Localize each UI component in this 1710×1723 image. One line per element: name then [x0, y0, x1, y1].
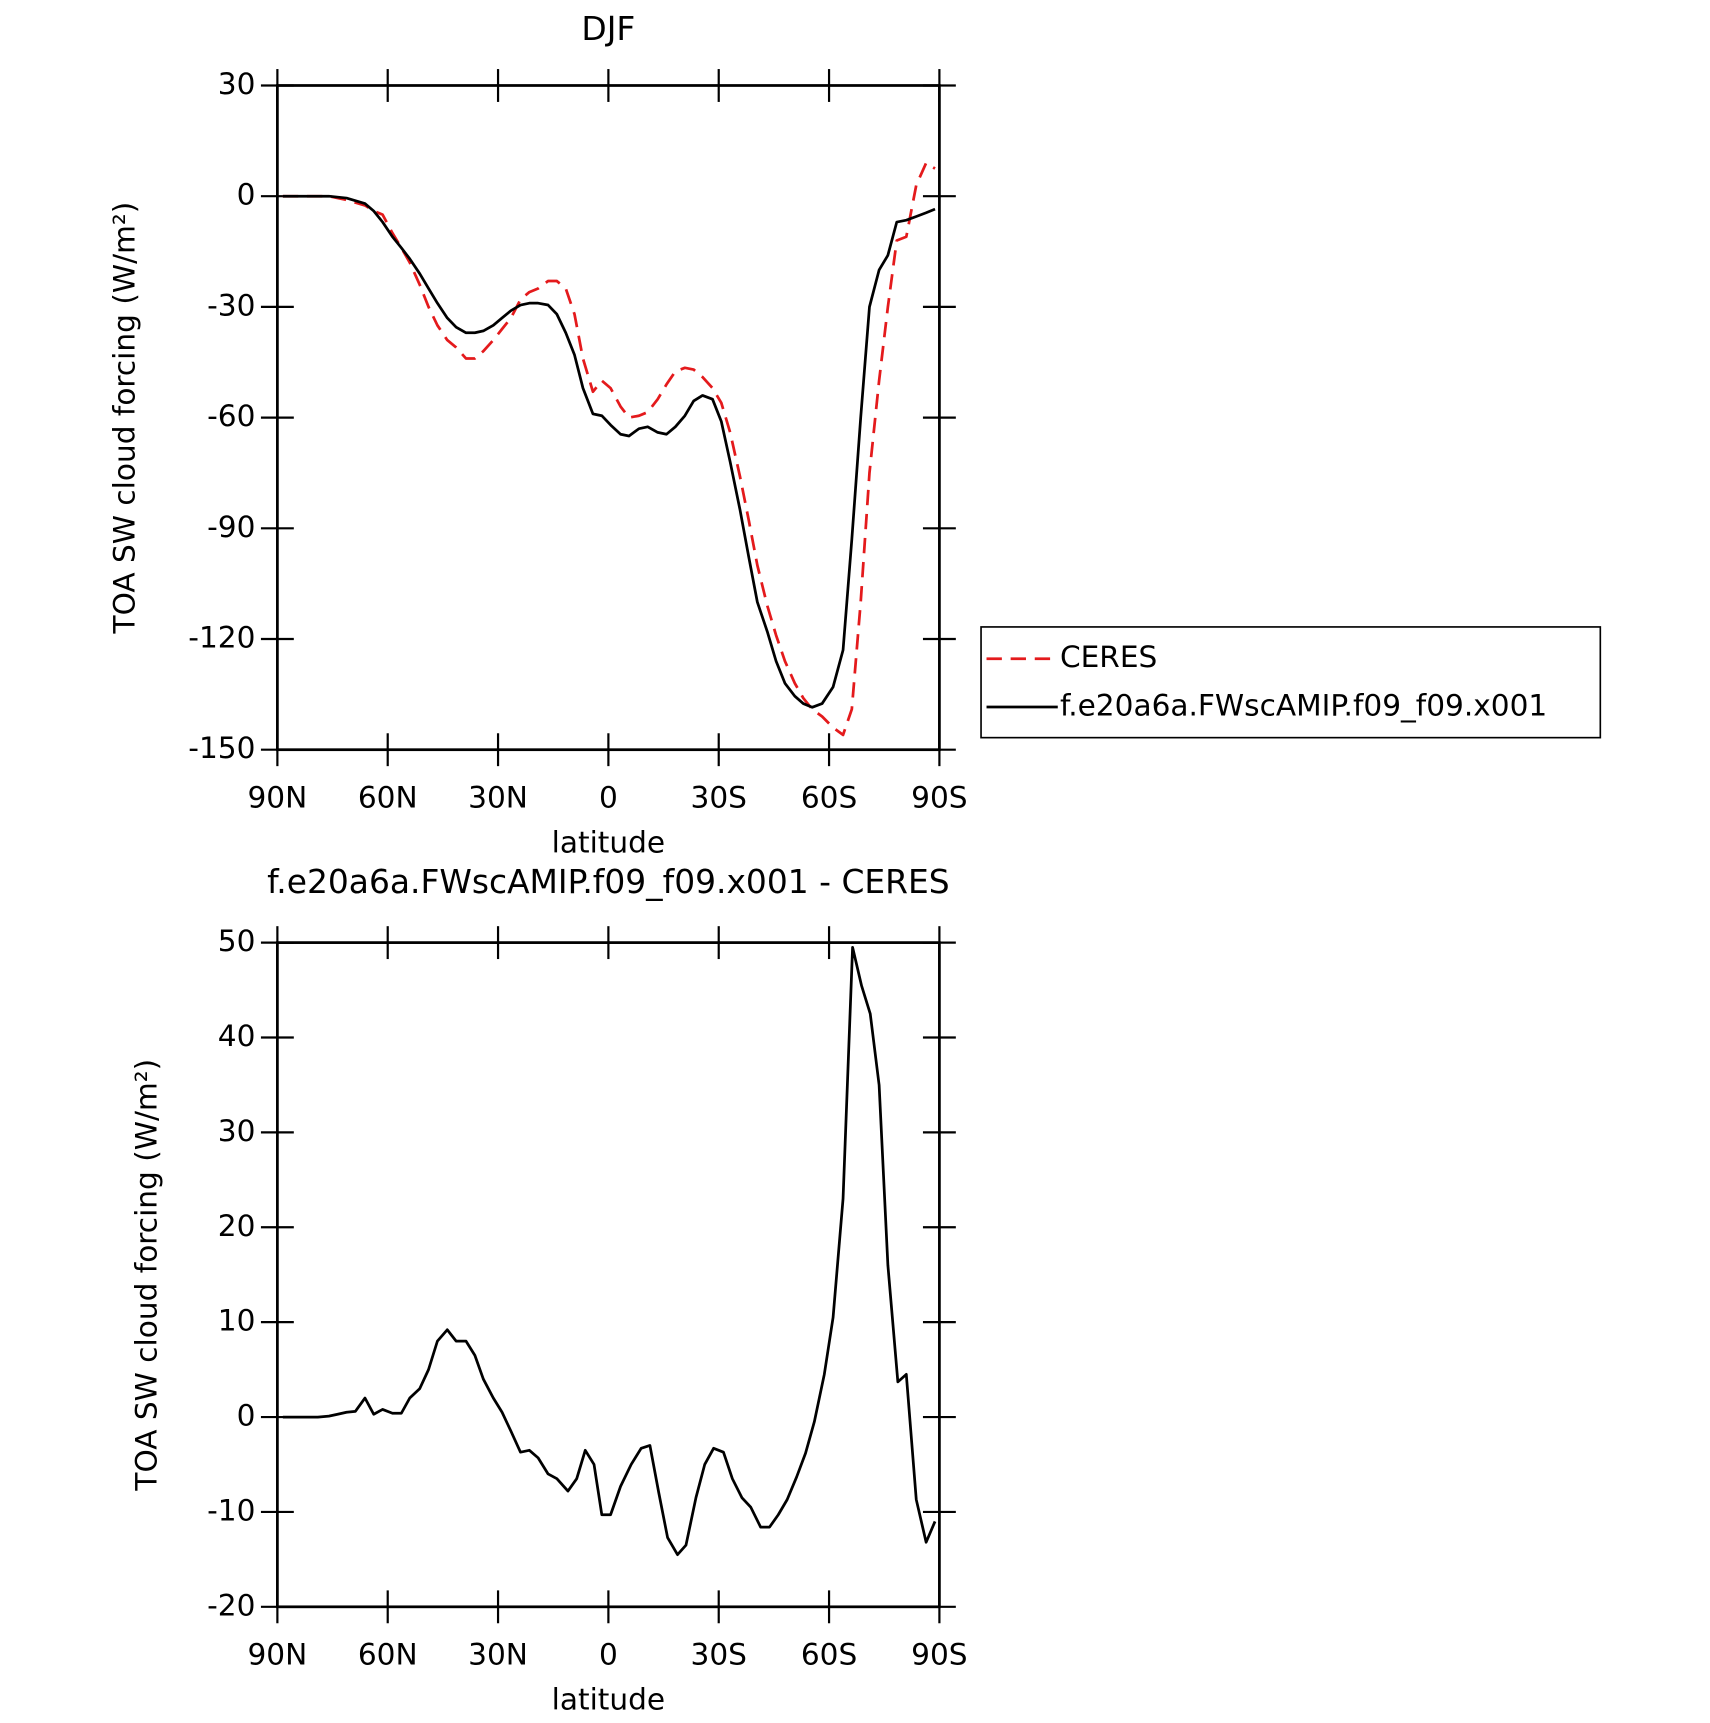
y-tick-label: -30	[207, 288, 255, 322]
y-tick-label: -90	[207, 510, 255, 544]
x-tick-label: 0	[599, 781, 618, 815]
y-tick-label: -20	[207, 1588, 255, 1622]
y-tick-label: 50	[218, 924, 256, 958]
x-tick-label: 30S	[691, 781, 747, 815]
y-tick-label: 20	[218, 1209, 256, 1243]
x-tick-label: 0	[599, 1638, 618, 1672]
plot-frame	[276, 941, 941, 1609]
y-tick-label: -60	[207, 399, 255, 433]
y-tick-label: 0	[237, 178, 256, 212]
data-line	[282, 161, 936, 737]
y-axis-label: TOA SW cloud forcing (W/m²)	[130, 1059, 164, 1492]
y-tick-label: -150	[188, 731, 255, 765]
y-tick-label: 40	[218, 1019, 256, 1053]
y-tick-label: 30	[218, 67, 256, 101]
y-tick-label: 0	[237, 1399, 256, 1433]
legend-label: CERES	[1060, 640, 1157, 674]
x-tick-label: 30S	[691, 1638, 747, 1672]
legend-box	[980, 626, 1602, 739]
x-tick-label: 60N	[358, 1638, 418, 1672]
x-tick-label: 60N	[358, 781, 418, 815]
y-tick-label: 30	[218, 1114, 256, 1148]
data-line	[282, 194, 936, 709]
x-tick-label: 90S	[911, 1638, 967, 1672]
chart-title: DJF	[581, 9, 635, 48]
x-tick-label: 90S	[911, 781, 967, 815]
x-tick-label: 90N	[247, 781, 307, 815]
x-tick-label: 60S	[801, 1638, 857, 1672]
x-tick-label: 30N	[468, 781, 528, 815]
plot-frame	[276, 84, 941, 752]
legend-label: f.e20a6a.FWscAMIP.f09_f09.x001	[1060, 688, 1547, 722]
y-axis-label: TOA SW cloud forcing (W/m²)	[108, 202, 142, 635]
chart-title: f.e20a6a.FWscAMIP.f09_f09.x001 - CERES	[267, 862, 950, 901]
x-axis-label: latitude	[552, 825, 665, 859]
y-tick-label: -10	[207, 1493, 255, 1527]
x-axis-label: latitude	[552, 1683, 665, 1717]
y-tick-label: -120	[188, 621, 255, 655]
data-line	[282, 945, 937, 1557]
x-tick-label: 30N	[468, 1638, 528, 1672]
y-tick-label: 10	[218, 1304, 256, 1338]
x-tick-label: 90N	[247, 1638, 307, 1672]
x-tick-label: 60S	[801, 781, 857, 815]
